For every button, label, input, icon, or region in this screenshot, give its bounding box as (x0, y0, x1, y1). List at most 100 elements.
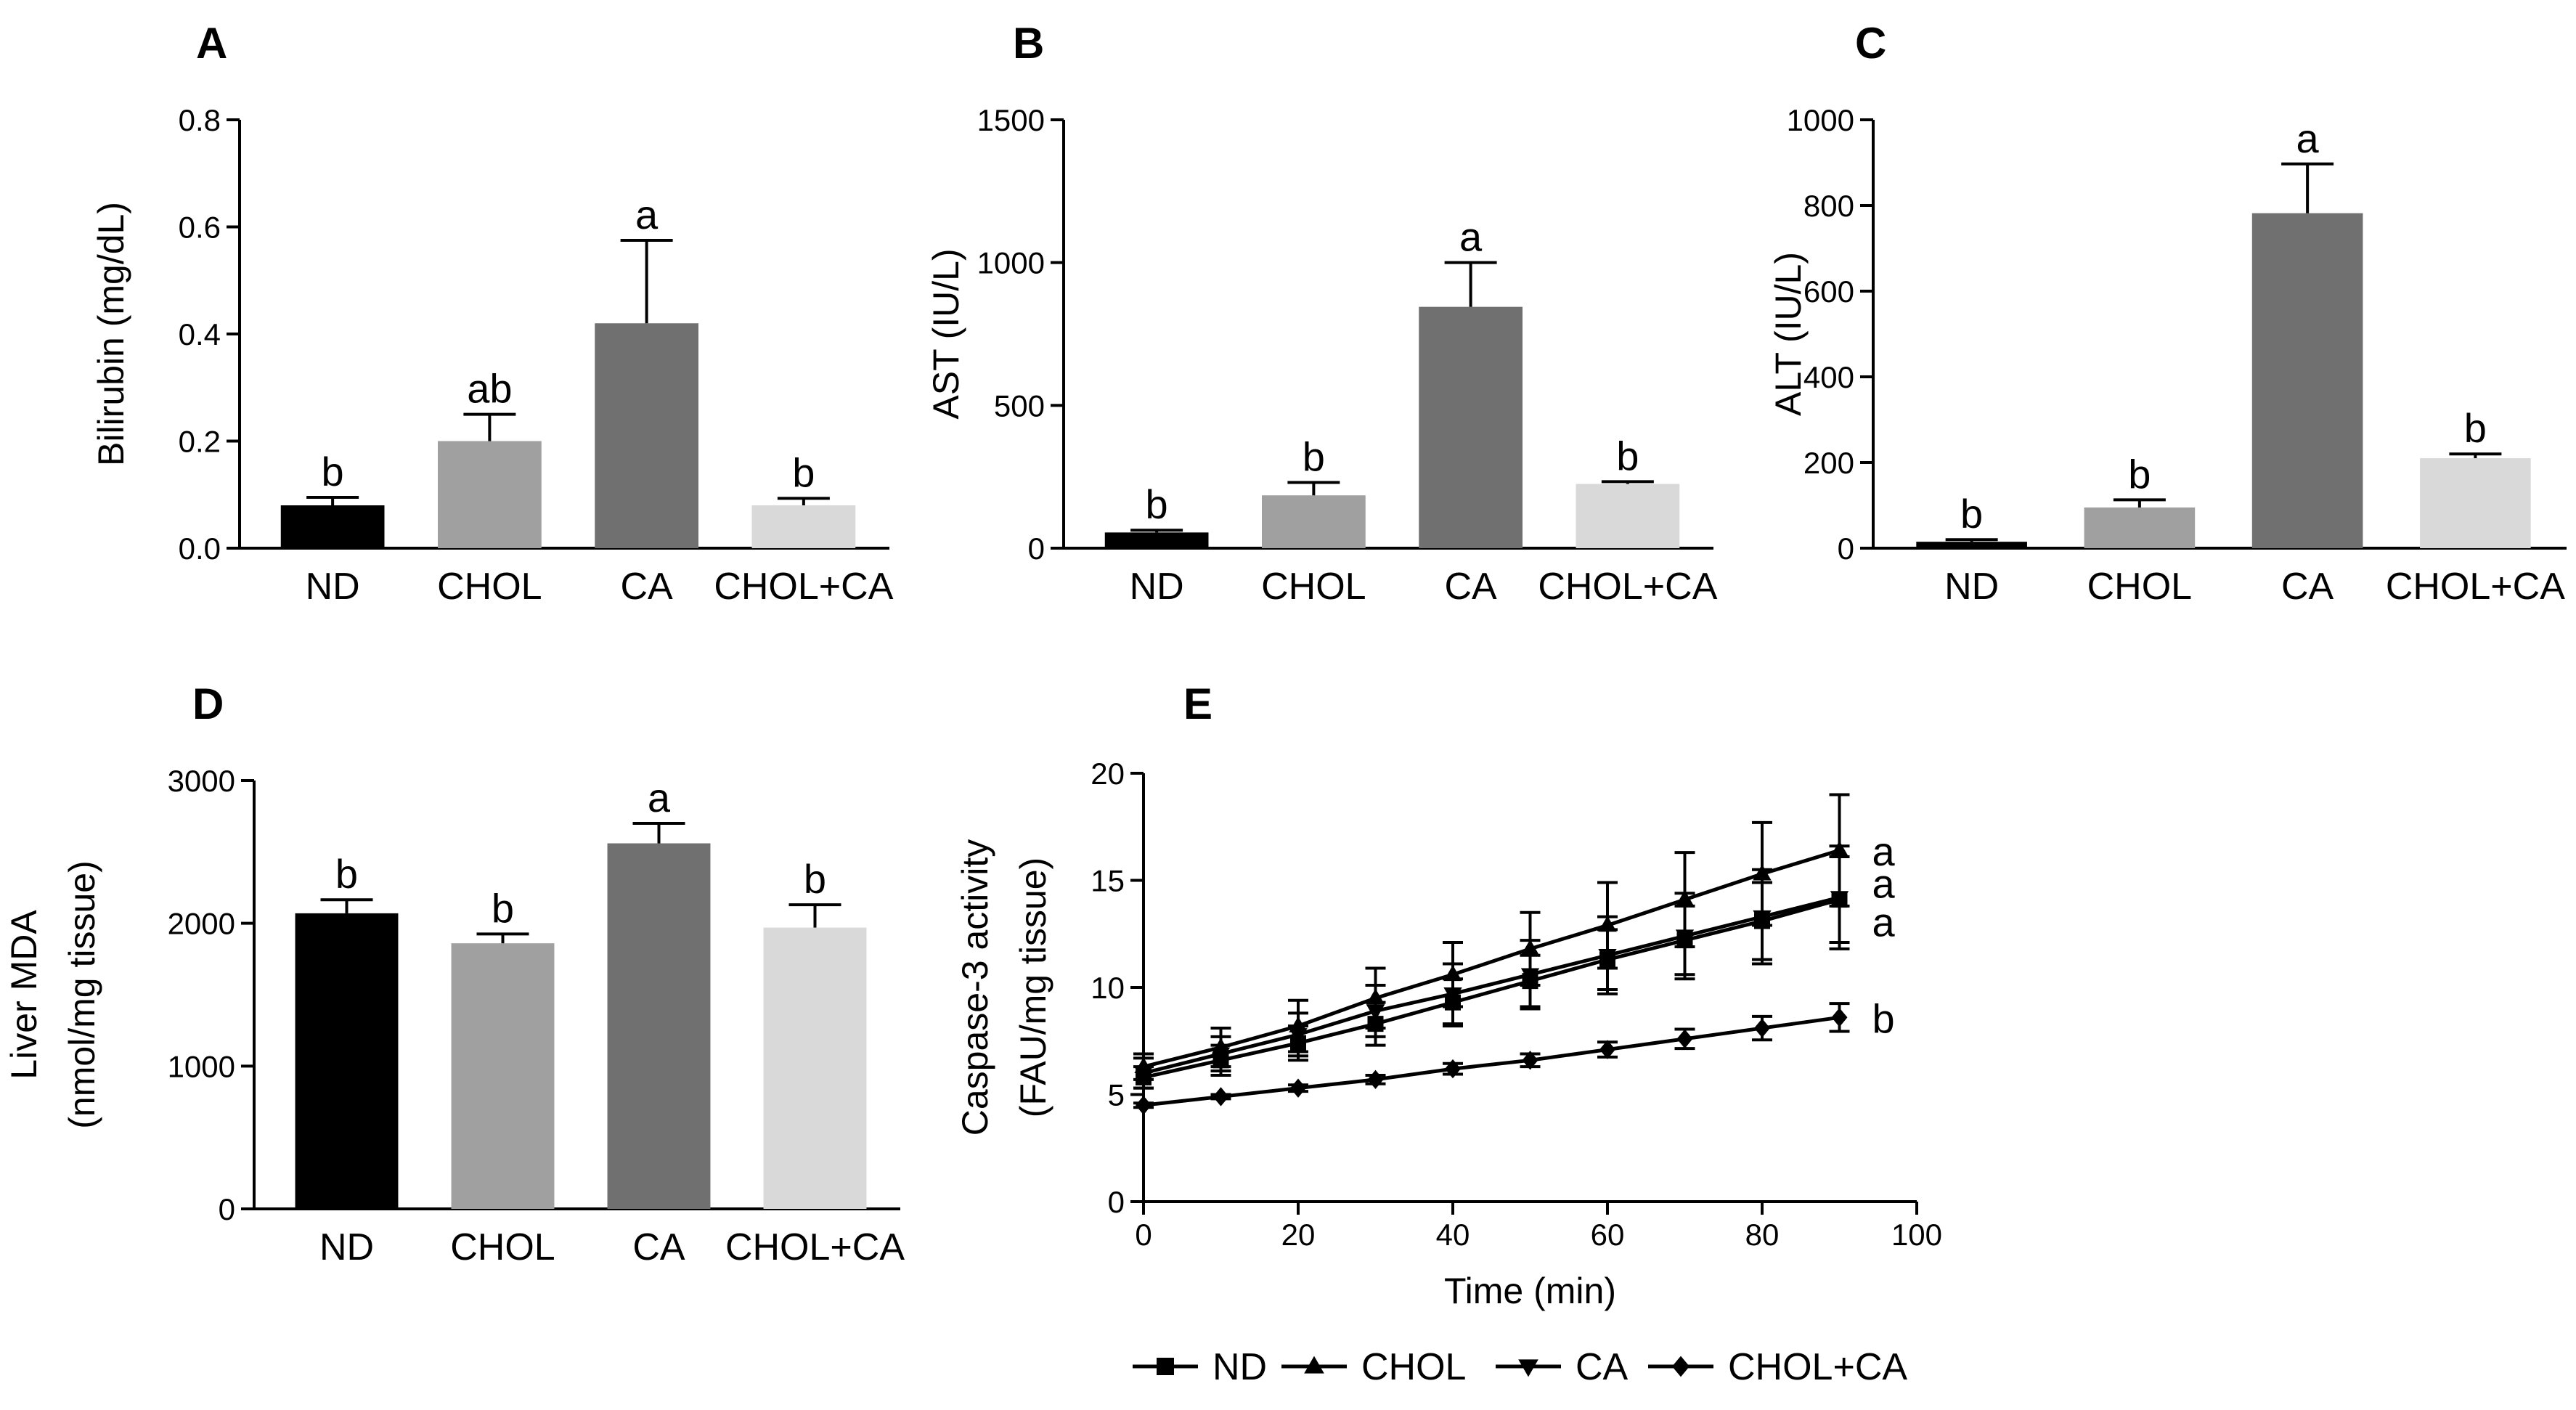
bar-A-chol (438, 441, 542, 548)
significance-label-E: b (1872, 995, 1895, 1041)
data-point-chol-ca (1367, 1069, 1384, 1090)
data-point-chol-ca (1599, 1040, 1615, 1059)
y-axis-label-C: ALT (IU/L) (1768, 252, 1809, 416)
significance-label-C: b (2128, 451, 2151, 497)
series-line-chol (1143, 848, 1841, 1069)
y-tick-label-B: 500 (994, 388, 1045, 423)
category-label-D: CA (632, 1226, 685, 1268)
panel-letter-D: D (192, 680, 224, 728)
significance-label-D: b (492, 885, 514, 931)
y-tick-label-A: 0.8 (179, 103, 221, 137)
y-tick-label-D: 3000 (168, 764, 235, 798)
bar-D-nd (295, 913, 399, 1209)
y-tick-label-C: 1000 (1787, 103, 1854, 137)
bar-B-nd (1104, 532, 1209, 548)
category-label-A: CHOL+CA (714, 566, 893, 608)
data-point-chol-ca (1831, 1008, 1848, 1027)
significance-label-B: b (1146, 481, 1168, 527)
x-tick-label-E: 80 (1745, 1218, 1780, 1252)
data-point-ca (1443, 987, 1462, 1004)
bar-A-ca (595, 323, 698, 548)
data-point-ca (1211, 1047, 1231, 1064)
y-tick-label-E: 10 (1091, 971, 1125, 1005)
data-point-ca (1753, 910, 1772, 926)
y-tick-label-B: 0 (1028, 531, 1045, 566)
bar-D-ca (607, 843, 711, 1209)
category-label-C: ND (1944, 566, 1999, 608)
significance-label-D: b (335, 851, 358, 897)
y-axis-label-E: (FAU/mg tissue) (1013, 857, 1053, 1117)
category-label-A: CHOL (437, 566, 542, 608)
series-line-nd (1143, 897, 1841, 1080)
y-tick-label-E: 5 (1108, 1078, 1125, 1112)
x-tick-label-E: 60 (1591, 1218, 1625, 1252)
series-nd (1133, 855, 1850, 1090)
legend-marker-chol (1304, 1356, 1324, 1374)
legend-label-chol: CHOL (1361, 1346, 1466, 1388)
y-axis-label-E: Caspase-3 activity (955, 839, 995, 1136)
significance-label-D: b (804, 856, 826, 902)
significance-label-C: b (1960, 491, 1983, 537)
y-tick-label-D: 2000 (168, 907, 235, 941)
category-label-D: CHOL (450, 1226, 555, 1268)
significance-label-E: a (1872, 828, 1896, 874)
data-point-chol-ca (1136, 1096, 1152, 1115)
y-tick-label-C: 400 (1803, 360, 1854, 394)
category-label-D: CHOL+CA (725, 1226, 905, 1268)
category-label-B: CHOL (1261, 566, 1366, 608)
data-point-ca (1598, 948, 1617, 965)
legend-marker-chol-ca (1672, 1356, 1690, 1377)
y-tick-label-C: 800 (1803, 189, 1854, 223)
bar-C-chol-ca (2420, 458, 2531, 548)
bar-D-chol (451, 943, 555, 1209)
significance-label-B: b (1303, 434, 1325, 480)
y-tick-label-A: 0.2 (179, 425, 221, 459)
significance-label-B: b (1616, 433, 1639, 478)
significance-label-A: b (792, 449, 815, 495)
x-tick-label-E: 0 (1135, 1218, 1152, 1252)
y-axis-label-B: AST (IU/L) (926, 248, 966, 419)
x-tick-label-E: 40 (1436, 1218, 1470, 1252)
legend-label-nd: ND (1212, 1346, 1267, 1388)
y-tick-label-E: 20 (1091, 757, 1125, 791)
y-tick-label-A: 0.4 (179, 317, 221, 351)
significance-label-A: ab (467, 366, 512, 412)
legend-label-chol-ca: CHOL+CA (1728, 1346, 1907, 1388)
bar-C-ca (2251, 213, 2363, 548)
category-label-B: ND (1130, 566, 1184, 608)
panel-C: C 0 200 400 600 800 1000 ALT (IU/L) b ND b CHOL a CA b… (1768, 19, 2567, 608)
y-axis-label-D: Liver MDA (4, 910, 44, 1080)
data-point-chol-ca (1290, 1078, 1306, 1098)
series-chol (1133, 793, 1850, 1081)
x-tick-label-E: 100 (1891, 1218, 1942, 1252)
y-tick-label-B: 1000 (977, 246, 1045, 280)
bar-A-nd (280, 505, 385, 548)
y-tick-label-A: 0.6 (179, 211, 221, 245)
x-axis-label-E: Time (min) (1444, 1271, 1616, 1311)
category-label-C: CHOL+CA (2386, 566, 2565, 608)
y-tick-label-D: 1000 (168, 1049, 235, 1083)
bar-C-chol (2084, 507, 2196, 548)
data-point-chol-ca (1522, 1051, 1538, 1070)
panel-D: D 0 1000 2000 3000 Liver MDA (nmol/mg tissue) b… (4, 680, 905, 1268)
category-label-B: CA (1445, 566, 1498, 608)
y-tick-label-C: 0 (1838, 531, 1854, 566)
category-label-B: CHOL+CA (1538, 566, 1717, 608)
significance-label-C: a (2296, 115, 2320, 161)
data-point-ca (1830, 891, 1849, 908)
data-point-chol-ca (1445, 1059, 1461, 1079)
data-point-chol-ca (1212, 1087, 1229, 1107)
y-axis-label-A: Bilirubin (mg/dL) (91, 202, 131, 466)
legend-label-ca: CA (1576, 1346, 1629, 1388)
panel-B: B 0 500 1000 1500 AST (IU/L) b ND b CHOL a CA b CHOL+… (926, 19, 1718, 608)
significance-label-A: b (322, 449, 344, 494)
data-point-ca (1134, 1067, 1153, 1083)
data-point-ca (1520, 968, 1540, 985)
category-label-A: ND (306, 566, 360, 608)
legend-marker-nd (1157, 1358, 1174, 1375)
significance-label-B: a (1459, 214, 1483, 260)
series-line-ca (1143, 895, 1841, 1075)
y-tick-label-A: 0.0 (179, 531, 221, 566)
data-point-chol-ca (1676, 1029, 1693, 1048)
